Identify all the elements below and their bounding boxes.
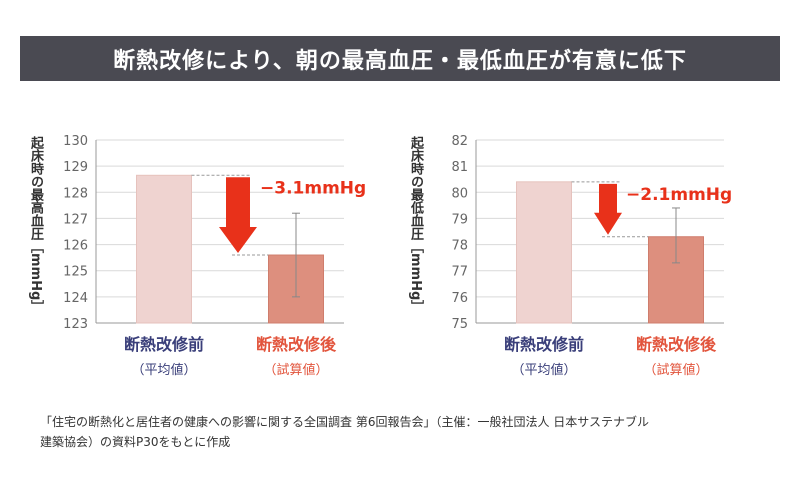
y-tick-label: 127 (63, 212, 88, 227)
y-tick-label: 126 (63, 239, 88, 254)
footnote-line-2: 建築協会）の資料P30をもとに作成 (40, 435, 231, 449)
systolic-bar-chart: 123 124 125 126 127 128 129 130 断熱改修前 （平均値） 断熱改修後 （… (63, 134, 366, 378)
chart-panel-systolic: 起床時の最高血圧［mmHg］ 123 124 125 126 127 128 129 130 断… (20, 118, 380, 380)
change-annotation: −3.1mmHg (260, 178, 366, 198)
y-tick-label: 125 (63, 265, 88, 280)
y-tick-label: 124 (63, 291, 88, 306)
x-category-sublabel: （平均値） (131, 362, 196, 378)
x-category-sublabel: （試算値） (263, 362, 328, 378)
x-category-label: 断熱改修前 (504, 335, 584, 354)
x-category-sublabel: （平均値） (511, 362, 576, 378)
x-category-label: 断熱改修前 (124, 335, 204, 354)
bar (516, 181, 572, 324)
change-annotation: −2.1mmHg (626, 185, 732, 205)
diastolic-bar-chart: 75 76 77 78 79 80 81 82 断熱改修前 （平均値） 断熱改修後 （試算値） −2.1… (451, 134, 732, 378)
y-tick-label: 75 (451, 317, 468, 332)
y-tick-label: 123 (63, 317, 88, 332)
bar (136, 174, 192, 324)
y-tick-label: 79 (451, 212, 468, 227)
source-footnote: 「住宅の断熱化と居住者の健康への影響に関する全国調査 第6回報告会」（主催：一般… (40, 412, 760, 452)
y-axis-label: 起床時の最低血圧［mmHg］ (408, 136, 423, 314)
page-title: 断熱改修により、朝の最高血圧・最低血圧が有意に低下 (20, 36, 780, 81)
y-tick-label: 130 (63, 134, 88, 149)
y-tick-label: 76 (451, 291, 468, 306)
y-tick-label: 80 (451, 186, 468, 201)
x-category-label: 断熱改修後 (256, 335, 337, 354)
y-axis-label: 起床時の最高血圧［mmHg］ (28, 136, 43, 314)
y-tick-label: 81 (451, 160, 468, 175)
y-tick-label: 128 (63, 186, 88, 201)
chart-panel-diastolic: 起床時の最低血圧［mmHg］ 75 76 77 78 79 80 81 82 断熱改修前 （平均値… (400, 118, 760, 380)
y-tick-label: 129 (63, 160, 88, 175)
x-category-label: 断熱改修後 (636, 335, 717, 354)
y-tick-label: 78 (451, 239, 468, 254)
x-category-sublabel: （試算値） (643, 362, 708, 378)
y-tick-label: 77 (451, 265, 468, 280)
y-tick-label: 82 (451, 134, 468, 149)
decrease-arrow-icon (594, 183, 622, 235)
decrease-arrow-icon (219, 177, 257, 254)
footnote-line-1: 「住宅の断熱化と居住者の健康への影響に関する全国調査 第6回報告会」（主催：一般… (40, 415, 650, 429)
